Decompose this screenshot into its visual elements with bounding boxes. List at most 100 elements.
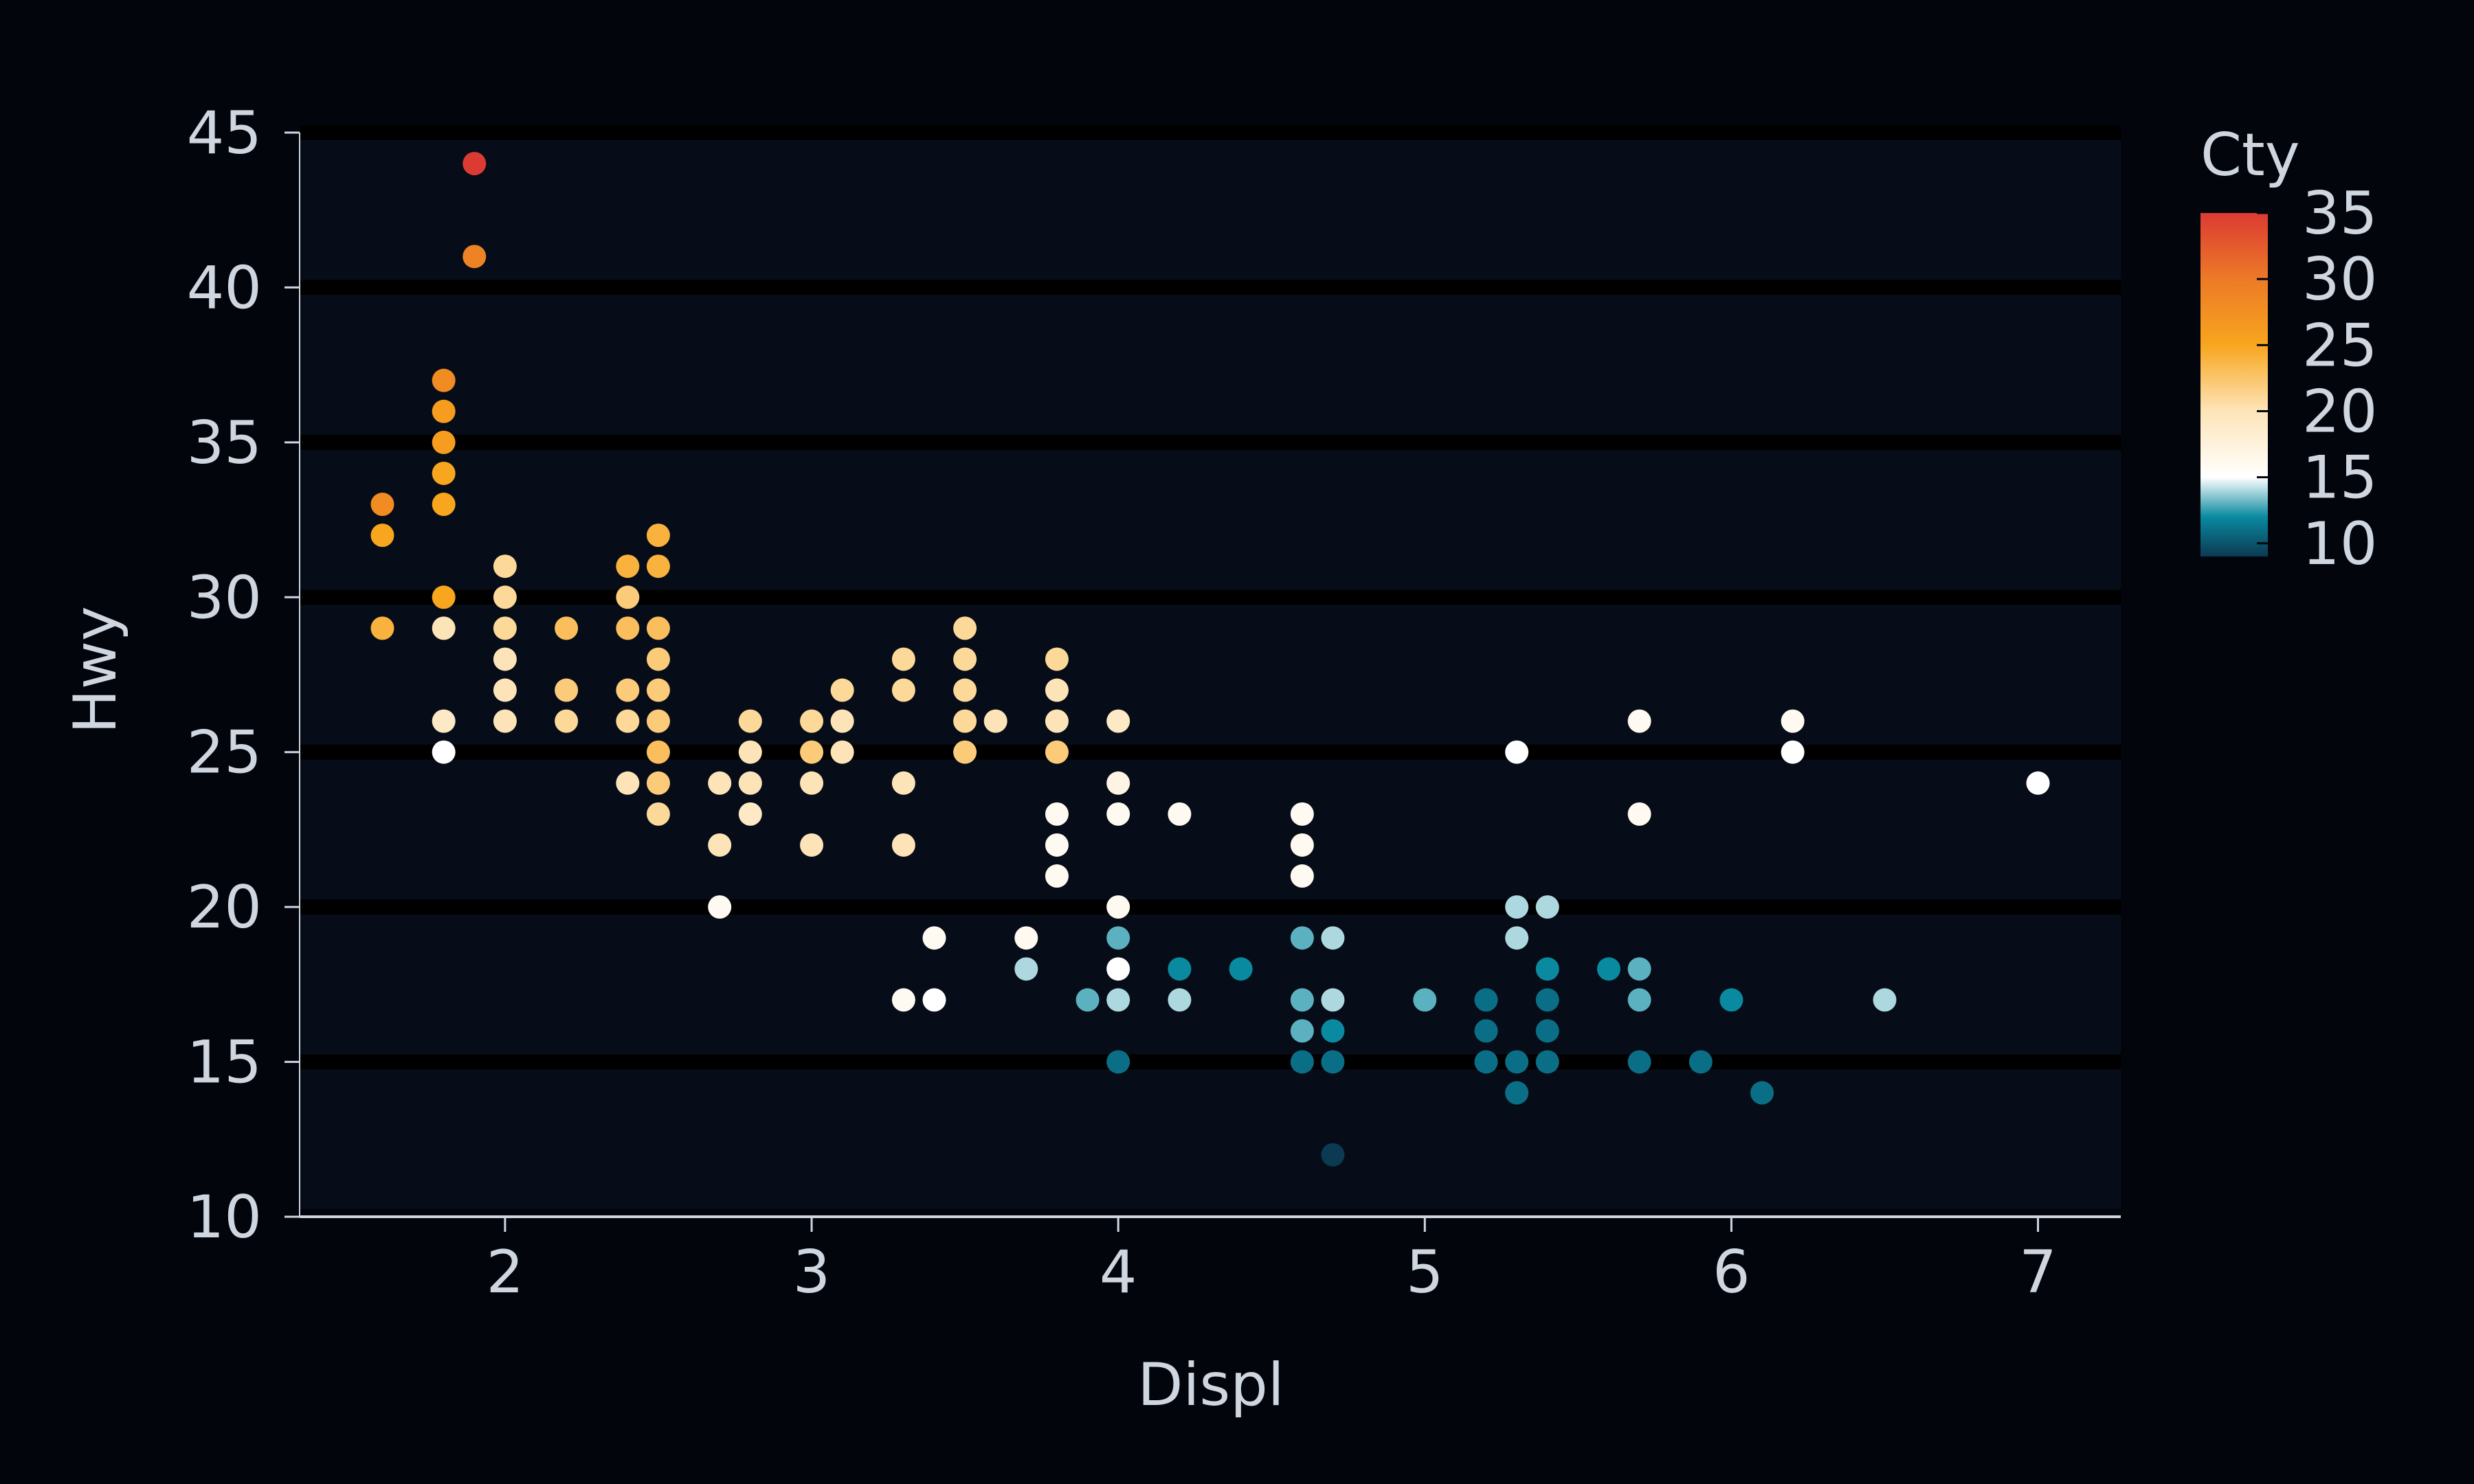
data-point: [708, 833, 732, 857]
data-point: [493, 616, 517, 640]
y-tick-label: 30: [187, 563, 262, 632]
data-point: [555, 678, 579, 702]
data-point: [1106, 771, 1130, 795]
data-point: [953, 709, 977, 733]
data-point: [1505, 740, 1529, 764]
colorbar-tick-label: 30: [2302, 245, 2377, 314]
gridlines: [300, 125, 2121, 1070]
data-point: [1321, 1143, 1345, 1167]
data-point: [1290, 1019, 1314, 1043]
data-point: [891, 988, 915, 1012]
y-tick-label: 35: [187, 409, 262, 477]
data-point: [1750, 1081, 1774, 1105]
data-point: [1014, 957, 1038, 981]
data-point: [1106, 957, 1130, 981]
data-point: [370, 524, 394, 548]
data-point: [646, 771, 670, 795]
data-point: [432, 368, 456, 392]
data-point: [1321, 926, 1345, 950]
data-point: [922, 926, 946, 950]
data-point: [983, 709, 1007, 733]
x-axis-label: Displ: [1137, 1351, 1284, 1419]
data-point: [708, 771, 732, 795]
data-point: [1505, 1081, 1529, 1105]
data-point: [646, 616, 670, 640]
data-point: [891, 833, 915, 857]
data-point: [616, 678, 640, 702]
data-point: [1781, 709, 1805, 733]
data-point: [1535, 1050, 1559, 1074]
data-point: [800, 833, 824, 857]
x-tick-label: 4: [1100, 1238, 1137, 1307]
data-point: [1106, 709, 1130, 733]
data-point: [616, 616, 640, 640]
y-tick-label: 20: [187, 873, 262, 942]
data-point: [800, 771, 824, 795]
data-point: [646, 524, 670, 548]
data-point: [432, 740, 456, 764]
data-point: [493, 585, 517, 609]
data-point: [1106, 802, 1130, 826]
y-axis-label: Hwy: [61, 606, 130, 734]
data-point: [891, 678, 915, 702]
colorbar-gradient: [2200, 213, 2268, 556]
data-point: [1106, 988, 1130, 1012]
data-point: [1290, 926, 1314, 950]
x-tick-label: 5: [1406, 1238, 1444, 1307]
data-point: [1505, 895, 1529, 919]
data-point: [953, 647, 977, 671]
data-point: [646, 802, 670, 826]
data-point: [1168, 802, 1192, 826]
y-tick-label: 45: [187, 99, 262, 168]
colorbar-tick-label: 10: [2302, 510, 2377, 578]
data-point: [616, 709, 640, 733]
data-point: [493, 678, 517, 702]
colorbar-tick-label: 15: [2302, 444, 2377, 513]
data-point: [1045, 802, 1069, 826]
data-point: [1290, 988, 1314, 1012]
data-point: [1719, 988, 1743, 1012]
data-point: [2026, 771, 2050, 795]
data-point: [738, 740, 762, 764]
x-axis-ticks: 2 3 4 5 6 7: [487, 1217, 2057, 1307]
data-point: [1596, 957, 1620, 981]
y-tick-label: 10: [187, 1183, 262, 1252]
data-point: [1627, 802, 1651, 826]
data-points: [370, 152, 2050, 1167]
plot-panel: [300, 133, 2121, 1208]
data-point: [1045, 864, 1069, 888]
data-point: [1106, 895, 1130, 919]
colorbar-tick-label: 35: [2302, 179, 2377, 248]
data-point: [432, 430, 456, 454]
data-point: [1535, 1019, 1559, 1043]
data-point: [1290, 833, 1314, 857]
data-point: [1505, 926, 1529, 950]
data-point: [1229, 957, 1253, 981]
data-point: [1106, 926, 1130, 950]
data-point: [1474, 988, 1498, 1012]
data-point: [1290, 802, 1314, 826]
data-point: [370, 616, 394, 640]
data-point: [1045, 740, 1069, 764]
data-point: [493, 554, 517, 578]
data-point: [1076, 988, 1100, 1012]
y-tick-label: 15: [187, 1028, 262, 1097]
data-point: [646, 709, 670, 733]
data-point: [830, 709, 854, 733]
data-point: [1045, 647, 1069, 671]
data-point: [432, 709, 456, 733]
data-point: [800, 709, 824, 733]
data-point: [370, 493, 394, 517]
data-point: [1627, 709, 1651, 733]
data-point: [463, 152, 487, 176]
data-point: [646, 740, 670, 764]
data-point: [1627, 957, 1651, 981]
data-point: [493, 709, 517, 733]
colorbar-title: Cty: [2200, 121, 2300, 190]
data-point: [616, 554, 640, 578]
data-point: [1689, 1050, 1713, 1074]
data-point: [738, 771, 762, 795]
data-point: [432, 616, 456, 640]
data-point: [738, 802, 762, 826]
